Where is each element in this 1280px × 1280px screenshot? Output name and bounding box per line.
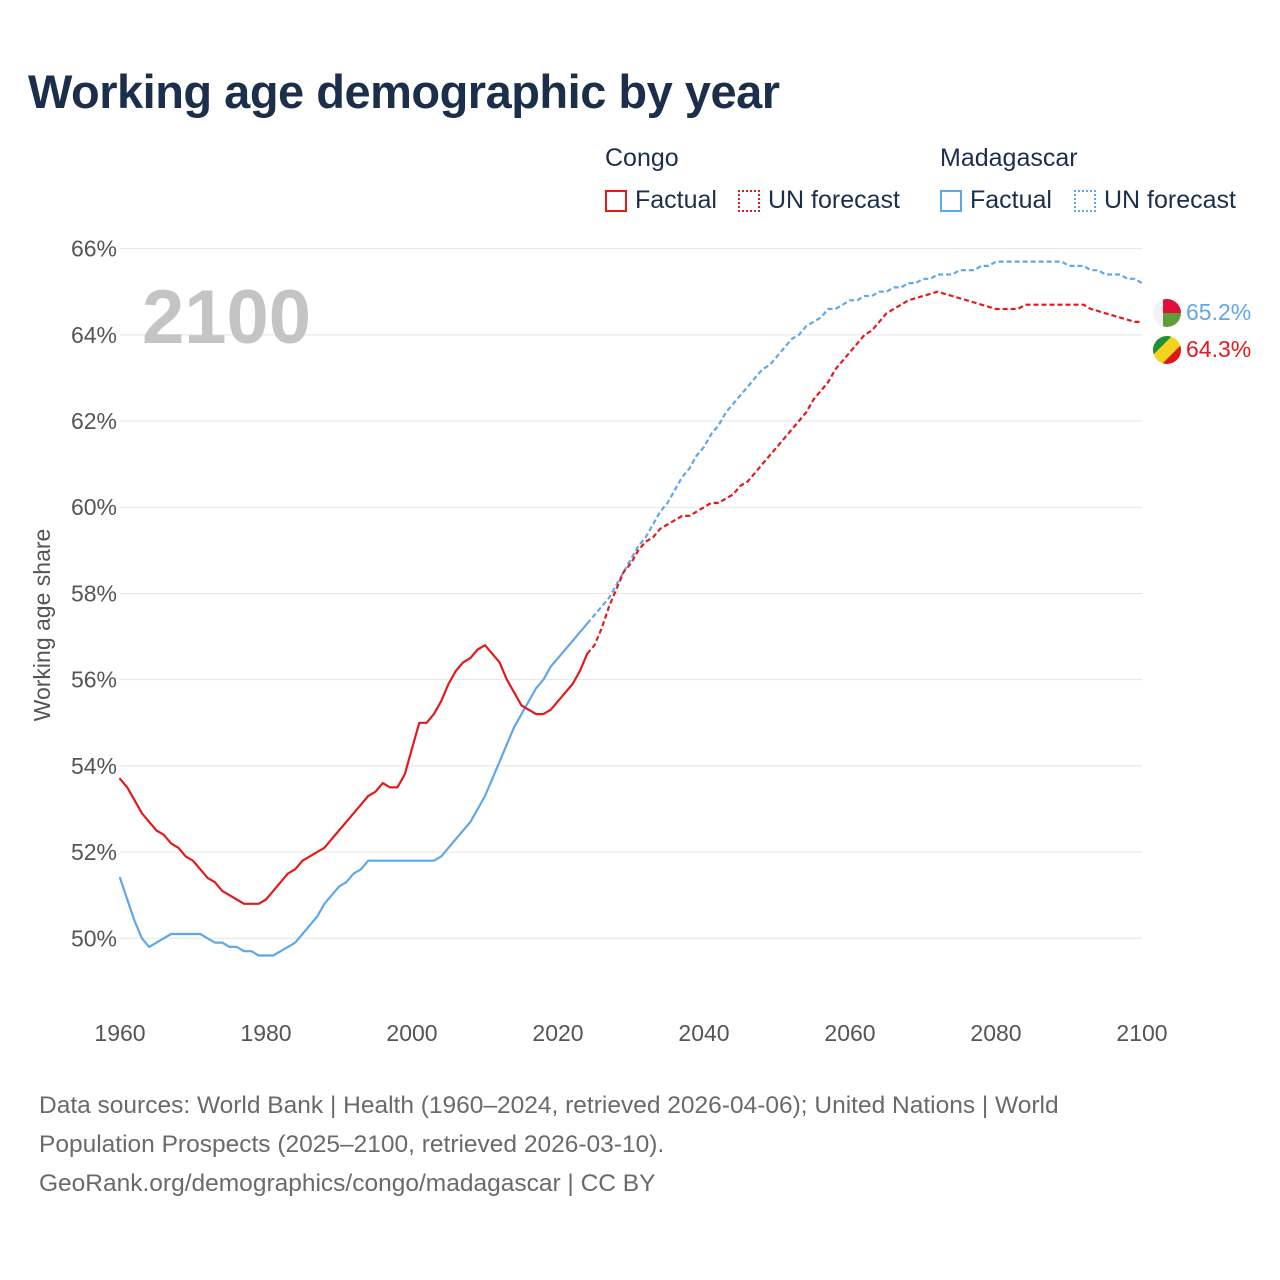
legend-swatch-dotted xyxy=(1074,189,1096,212)
line-chart: 50% 52% 54% 56% 58% 60% 62% 64% 66% 1960 1980 2000… xyxy=(29,236,1251,1046)
y-axis: 50% 52% 54% 56% 58% 60% 62% 64% 66% xyxy=(71,236,117,952)
x-tick-label: 2100 xyxy=(1116,1020,1167,1046)
x-tick-label: 1960 xyxy=(94,1020,145,1046)
sources-link-line[interactable]: GeoRank.org/demographics/congo/madagasca… xyxy=(39,1170,656,1197)
legend-label: Factual xyxy=(970,186,1052,214)
legend-swatch-solid xyxy=(605,189,627,212)
congo-factual-line xyxy=(118,644,589,905)
chart-title: Working age demographic by year xyxy=(28,65,780,118)
madagascar-end-label: 65.2% xyxy=(1186,299,1251,325)
grid-lines xyxy=(120,248,1142,939)
legend-group-congo: Congo xyxy=(605,144,679,172)
congo-forecast-line xyxy=(586,290,1142,655)
legend-group-madagascar: Madagascar xyxy=(940,144,1078,172)
y-axis-title: Working age share xyxy=(29,529,55,722)
y-tick-label: 50% xyxy=(71,925,117,951)
x-tick-label: 2060 xyxy=(824,1020,875,1046)
y-tick-label: 60% xyxy=(71,494,117,520)
legend-congo-factual[interactable]: Factual xyxy=(605,186,717,215)
x-axis: 1960 1980 2000 2020 2040 2060 2080 2100 xyxy=(94,1020,1167,1046)
legend-madagascar-factual[interactable]: Factual xyxy=(940,186,1052,215)
current-year-label: 2100 xyxy=(142,275,311,360)
y-tick-label: 52% xyxy=(71,839,117,865)
legend-label: UN forecast xyxy=(768,186,900,214)
legend-label: Factual xyxy=(635,186,717,214)
y-tick-label: 58% xyxy=(71,580,117,606)
y-tick-label: 62% xyxy=(71,408,117,434)
legend-swatch-solid xyxy=(940,189,962,212)
series-lines xyxy=(118,260,1143,957)
x-tick-label: 2080 xyxy=(970,1020,1021,1046)
legend-congo-forecast[interactable]: UN forecast xyxy=(738,186,900,215)
congo-end-label: 64.3% xyxy=(1186,336,1251,362)
x-tick-label: 1980 xyxy=(240,1020,291,1046)
legend-label: UN forecast xyxy=(1104,186,1236,214)
y-tick-label: 64% xyxy=(71,322,117,348)
legend-madagascar-forecast[interactable]: UN forecast xyxy=(1074,186,1236,215)
sources-line: Population Prospects (2025–2100, retriev… xyxy=(39,1131,665,1158)
sources-line: Data sources: World Bank | Health (1960–… xyxy=(39,1092,1059,1119)
madagascar-forecast-line xyxy=(586,260,1143,625)
x-tick-label: 2020 xyxy=(532,1020,583,1046)
x-tick-label: 2000 xyxy=(386,1020,437,1046)
legend-swatch-dotted xyxy=(738,189,760,212)
y-tick-label: 56% xyxy=(71,667,117,693)
madagascar-flag-icon xyxy=(1153,299,1181,327)
y-tick-label: 54% xyxy=(71,753,117,779)
x-tick-label: 2040 xyxy=(678,1020,729,1046)
y-tick-label: 66% xyxy=(71,236,117,262)
madagascar-factual-line xyxy=(118,622,589,957)
congo-flag-icon xyxy=(1153,336,1181,364)
data-sources: Data sources: World Bank | Health (1960–… xyxy=(39,1086,1219,1203)
